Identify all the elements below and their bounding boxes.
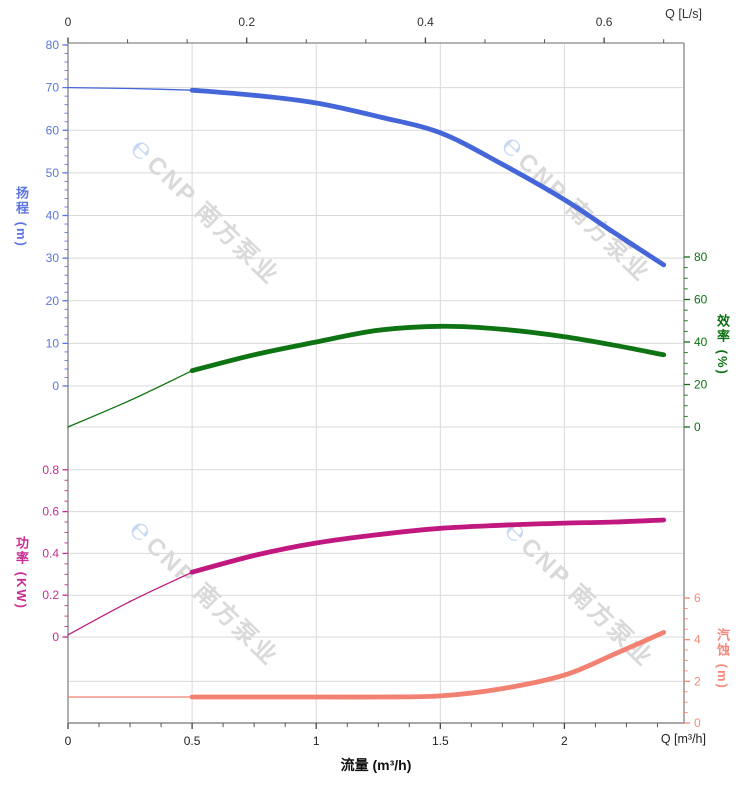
head-axis-tick-label: 70 [46, 81, 60, 95]
head-curve-thin [67, 86, 193, 91]
power-axis-tick-label: 0 [52, 630, 59, 644]
bottom-axis-tick-label: 0.5 [184, 734, 201, 748]
npsh-axis-tick-label: 6 [694, 591, 701, 605]
bottom-axis-tick-label: 1.5 [432, 734, 449, 748]
npsh-curve [189, 630, 667, 700]
npsh-axis-title: 汽蚀 (m) [715, 628, 730, 690]
efficiency-curve-thin [67, 370, 193, 428]
power-curve [189, 517, 667, 575]
watermark: ℮CNP 南方泵业 [498, 513, 662, 673]
watermark-text: ℮CNP 南方泵业 [124, 131, 288, 291]
npsh-axis-tick-label: 0 [694, 716, 701, 730]
head-axis-tick-label: 0 [52, 379, 59, 393]
efficiency-axis-tick-label: 40 [694, 335, 708, 349]
head-axis-tick-label: 60 [46, 123, 60, 137]
efficiency-curve [189, 323, 667, 374]
power-axis-tick-label: 0.4 [42, 546, 59, 560]
head-axis-title: 扬程 (m) [14, 186, 29, 248]
top-axis-title: Q [L/s] [665, 7, 702, 21]
head-axis-tick-label: 20 [46, 294, 60, 308]
flow-axis-title: 流量 (m³/h) [340, 757, 412, 773]
watermark: ℮CNP 南方泵业 [124, 131, 288, 291]
efficiency-axis-tick-label: 60 [694, 293, 708, 307]
bottom-axis-unit: Q [m³/h] [660, 732, 706, 746]
watermark-label: CNP 南方泵业 [512, 147, 656, 287]
power-axis-tick-label: 0.6 [42, 505, 59, 519]
top-axis-tick-label: 0 [65, 15, 72, 29]
watermark-label: CNP 南方泵业 [141, 150, 285, 290]
efficiency-axis-title: 效率 (%) [715, 314, 730, 376]
power-axis-tick-label: 0.2 [42, 588, 59, 602]
bottom-axis-tick-label: 0 [65, 734, 72, 748]
head-axis-tick-label: 30 [46, 251, 60, 265]
head-axis-tick-label: 40 [46, 209, 60, 223]
head-axis-tick-label: 80 [46, 38, 60, 52]
efficiency-axis-tick-label: 20 [694, 378, 708, 392]
efficiency-axis-tick-label: 0 [694, 420, 701, 434]
power-axis-tick-label: 0.8 [42, 463, 59, 477]
top-axis-tick-label: 0.6 [596, 15, 613, 29]
top-axis-tick-label: 0.4 [417, 15, 434, 29]
top-axis-tick-label: 0.2 [238, 15, 255, 29]
head-axis-tick-label: 10 [46, 336, 60, 350]
head-axis-tick-label: 50 [46, 166, 60, 180]
bottom-axis-tick-label: 2 [561, 734, 568, 748]
head-curve [189, 87, 667, 268]
efficiency-axis-tick-label: 80 [694, 250, 708, 264]
watermark-text: ℮CNP 南方泵业 [498, 513, 662, 673]
power-axis-title: 功率 (KW) [14, 536, 29, 610]
npsh-axis-tick-label: 2 [694, 674, 701, 688]
npsh-axis-tick-label: 4 [694, 633, 701, 647]
bottom-axis-tick-label: 1 [313, 734, 320, 748]
power-curve-thin [67, 571, 193, 636]
